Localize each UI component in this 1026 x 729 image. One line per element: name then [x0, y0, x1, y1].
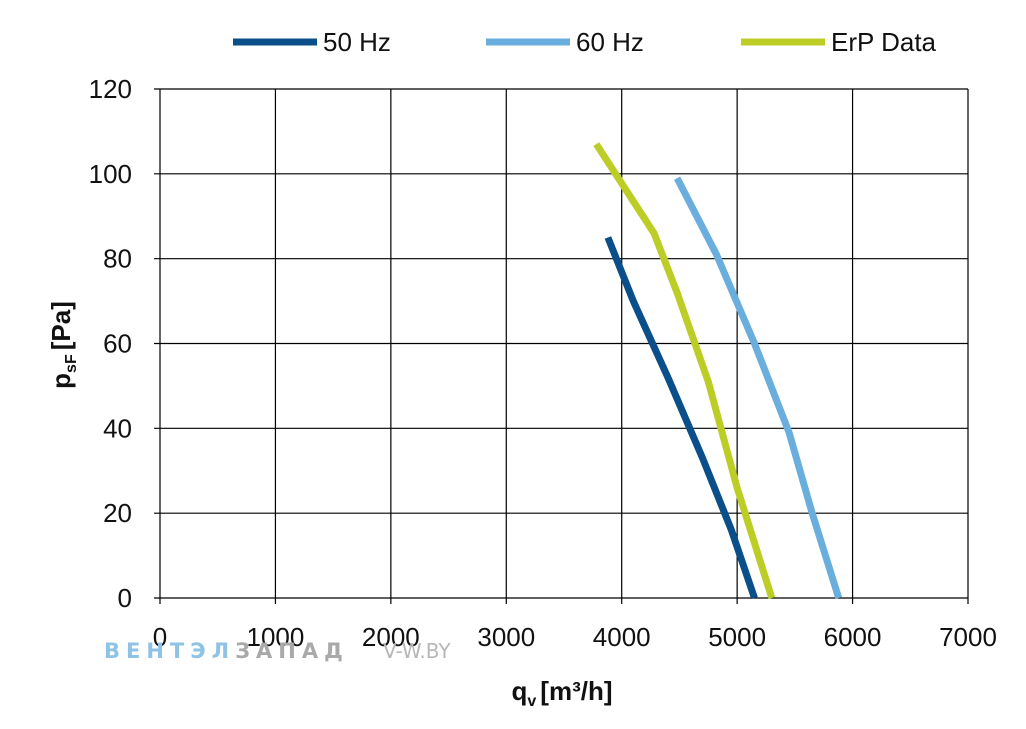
x-tick-label: 0 — [153, 622, 167, 652]
y-tick-label: 60 — [103, 329, 132, 359]
x-tick-label: 2000 — [362, 622, 420, 652]
y-tick-label: 40 — [103, 413, 132, 443]
grid-lines — [154, 88, 969, 604]
x-tick-label: 4000 — [593, 622, 651, 652]
series-line-60-hz — [673, 176, 843, 600]
y-axis-ticks: 0 20 40 60 80 100 120 — [89, 74, 132, 613]
x-axis-ticks: 0 1000 2000 3000 4000 5000 6000 7000 — [153, 622, 997, 652]
watermark: ВЕНТЭЛЗАПАД V-W.BY — [104, 639, 451, 663]
y-axis-title: psF[Pa] — [46, 301, 80, 389]
x-tick-label: 3000 — [477, 622, 535, 652]
series-line-50-hz — [604, 236, 758, 600]
y-tick-label: 80 — [103, 244, 132, 274]
legend-label: 60 Hz — [576, 27, 644, 57]
x-tick-label: 6000 — [824, 622, 882, 652]
legend: 50 Hz 60 Hz ErP Data — [233, 27, 937, 57]
x-tick-label: 5000 — [708, 622, 766, 652]
y-tick-label: 120 — [89, 74, 132, 104]
legend-label: 50 Hz — [323, 27, 391, 57]
y-tick-label: 100 — [89, 159, 132, 189]
y-tick-label: 0 — [118, 583, 132, 613]
y-tick-label: 20 — [103, 498, 132, 528]
series-lines — [593, 142, 843, 600]
legend-label: ErP Data — [831, 27, 937, 57]
watermark-url: V-W.BY — [383, 639, 451, 663]
series-line-erp-data — [593, 142, 776, 600]
x-tick-label: 1000 — [247, 622, 305, 652]
x-axis-title: qv [m³/h] — [512, 676, 613, 710]
x-tick-label: 7000 — [939, 622, 997, 652]
watermark-brand: ВЕНТЭЛЗАПАД — [104, 639, 349, 663]
